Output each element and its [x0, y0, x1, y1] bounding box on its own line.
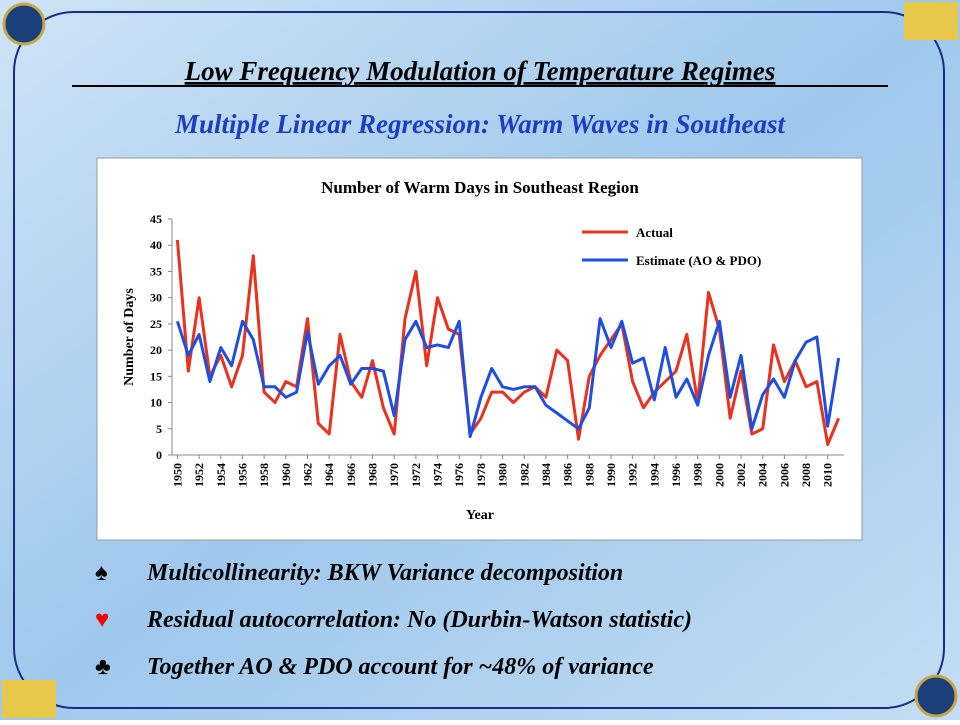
x-tick-label: 1974 — [431, 463, 445, 487]
bullet-text: Multicollinearity: BKW Variance decompos… — [146, 560, 623, 586]
x-tick-label: 2010 — [821, 463, 835, 487]
x-tick-label: 1956 — [235, 463, 249, 487]
x-tick-label: 1970 — [387, 463, 401, 487]
x-tick-label: 1978 — [474, 463, 488, 487]
slide-title: Low Frequency Modulation of Temperature … — [184, 56, 776, 86]
chart-box — [96, 157, 863, 541]
bullet-text: Residual autocorrelation: No (Durbin-Wat… — [146, 607, 692, 633]
legend-label: Estimate (AO & PDO) — [636, 253, 761, 268]
bullet-symbol: ♣ — [95, 654, 111, 680]
x-tick-label: 2006 — [777, 463, 791, 487]
x-tick-label: 1976 — [452, 463, 466, 487]
x-tick-label: 1964 — [322, 463, 336, 487]
x-tick-label: 2008 — [799, 463, 813, 487]
slide-subtitle: Multiple Linear Regression: Warm Waves i… — [174, 109, 787, 139]
x-tick-label: 1986 — [561, 463, 575, 487]
x-axis-label: Year — [466, 508, 494, 523]
bullet-symbol: ♠ — [95, 560, 108, 586]
x-tick-label: 1984 — [539, 463, 553, 487]
y-tick-label: 0 — [156, 448, 162, 462]
x-tick-label: 2002 — [734, 463, 748, 487]
y-axis-label: Number of Days — [122, 288, 137, 386]
frame — [13, 11, 945, 709]
x-tick-label: 2000 — [712, 463, 726, 487]
logo — [2, 680, 56, 718]
y-tick-label: 35 — [150, 264, 162, 278]
legend-label: Actual — [636, 225, 673, 240]
x-tick-label: 1954 — [214, 463, 228, 487]
x-tick-label: 1960 — [279, 463, 293, 487]
y-tick-label: 25 — [150, 317, 162, 331]
series-line — [175, 239, 840, 446]
logo — [914, 674, 958, 718]
series-line — [175, 317, 841, 439]
x-tick-label: 1958 — [257, 463, 271, 487]
logo — [904, 2, 958, 40]
bullet-symbol: ♥ — [95, 607, 109, 633]
x-tick-label: 1966 — [344, 463, 358, 487]
y-tick-label: 30 — [150, 291, 162, 305]
y-tick-label: 45 — [150, 212, 162, 226]
x-tick-label: 1982 — [517, 463, 531, 487]
bullet-text: Together AO & PDO account for ~48% of va… — [147, 654, 654, 680]
x-tick-label: 1996 — [669, 463, 683, 487]
x-tick-label: 1988 — [582, 463, 596, 487]
logo — [2, 2, 46, 46]
y-tick-label: 20 — [150, 343, 162, 357]
y-tick-label: 40 — [150, 238, 162, 252]
x-tick-label: 1998 — [691, 463, 705, 487]
x-tick-label: 1990 — [604, 463, 618, 487]
x-tick-label: 2004 — [756, 463, 770, 487]
y-tick-label: 10 — [150, 396, 162, 410]
x-tick-label: 1980 — [496, 463, 510, 487]
y-tick-label: 5 — [156, 422, 162, 436]
x-tick-label: 1962 — [300, 463, 314, 487]
x-tick-label: 1950 — [170, 463, 184, 487]
x-tick-label: 1972 — [409, 463, 423, 487]
y-tick-label: 15 — [150, 369, 162, 383]
x-tick-label: 1992 — [626, 463, 640, 487]
chart-title: Number of Warm Days in Southeast Region — [321, 178, 639, 197]
x-tick-label: 1952 — [192, 463, 206, 487]
x-tick-label: 1968 — [366, 463, 380, 487]
x-tick-label: 1994 — [647, 463, 661, 487]
